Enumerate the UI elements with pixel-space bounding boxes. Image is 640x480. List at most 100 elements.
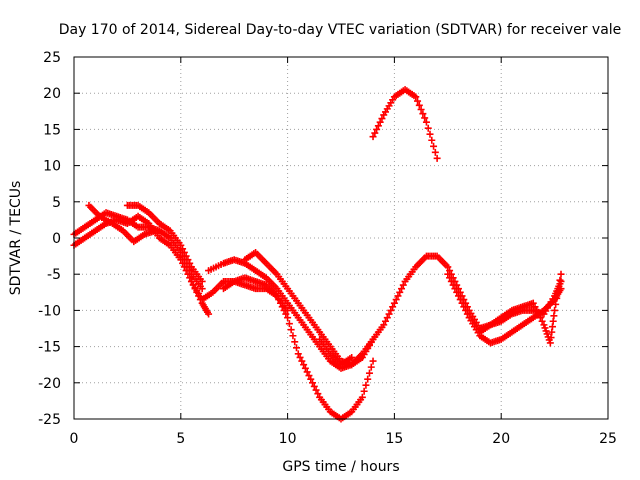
data-point-marker (412, 93, 420, 101)
data-point-marker (462, 306, 470, 314)
data-point-marker (421, 114, 429, 122)
data-point-marker (180, 248, 188, 256)
x-axis-label: GPS time / hours (282, 459, 399, 475)
data-point-marker (364, 375, 372, 383)
data-point-marker (396, 288, 404, 296)
tick-layer: 0 5 10 15 20 25 -25 -20 -15 -10 -5 0 5 10 15 20 25 (38, 50, 617, 447)
data-series (85, 201, 159, 246)
data-point-marker (362, 381, 370, 389)
data-point-marker (557, 270, 565, 278)
data-point-marker (376, 118, 384, 126)
data-point-marker (424, 124, 432, 132)
data-point-marker (387, 306, 395, 314)
data-point-marker (451, 285, 459, 293)
data-point-marker (552, 300, 560, 308)
data-point-marker (454, 292, 462, 300)
data-point-marker (287, 326, 295, 334)
y-tick-label: -5 (47, 267, 61, 283)
data-point-marker (556, 276, 564, 284)
data-point-marker (300, 361, 308, 369)
data-point-marker (428, 136, 436, 144)
data-point-marker (182, 252, 190, 260)
data-point-marker (426, 130, 434, 138)
y-tick-label: 10 (43, 159, 61, 175)
data-point-marker (383, 314, 391, 322)
data-point-marker (374, 122, 382, 130)
data-point-marker (417, 105, 425, 113)
y-axis-label: SDTVAR / TECUs (8, 181, 24, 296)
data-point-marker (312, 386, 320, 394)
y-tick-label: -15 (38, 340, 61, 356)
data-point-marker (447, 277, 455, 285)
data-point-marker (275, 296, 283, 304)
data-series (123, 201, 206, 285)
y-tick-label: -10 (38, 303, 61, 319)
data-point-marker (305, 372, 313, 380)
x-tick-label: 0 (70, 431, 79, 447)
data-point-marker (289, 332, 297, 340)
data-point-marker (205, 310, 213, 318)
data-point-marker (186, 259, 194, 267)
y-tick-label: 0 (52, 231, 61, 247)
y-tick-label: 20 (43, 86, 61, 102)
data-point-marker (398, 285, 406, 293)
x-tick-label: 5 (176, 431, 185, 447)
data-point-marker (415, 101, 423, 109)
data-point-marker (280, 306, 288, 314)
data-point-marker (538, 317, 546, 325)
data-point-marker (184, 256, 192, 264)
data-point-marker (369, 133, 377, 141)
data-point-marker (431, 148, 439, 156)
data-point-marker (458, 299, 466, 307)
x-tick-label: 15 (385, 431, 403, 447)
data-point-marker (360, 387, 368, 395)
data-point-marker (186, 267, 194, 275)
data-point-marker (551, 306, 559, 314)
data-point-marker (373, 125, 381, 133)
data-point-marker (198, 277, 206, 285)
data-point-marker (555, 282, 563, 290)
data-point-marker (276, 299, 284, 307)
data-point-marker (533, 306, 541, 314)
data-point-marker (446, 274, 454, 282)
data-point-marker (378, 115, 386, 123)
data-series (369, 86, 441, 162)
data-point-marker (414, 97, 422, 105)
data-point-marker (529, 299, 537, 307)
y-tick-label: 15 (43, 122, 61, 138)
data-point-marker (177, 241, 185, 249)
data-point-marker (282, 310, 290, 318)
data-point-marker (294, 350, 302, 358)
data-point-marker (309, 379, 317, 387)
x-tick-label: 20 (492, 431, 510, 447)
data-point-marker (291, 338, 299, 346)
y-tick-label: -20 (38, 376, 61, 392)
data-point-marker (273, 292, 281, 300)
data-point-marker (296, 353, 304, 361)
data-point-marker (463, 310, 471, 318)
chart-title: Day 170 of 2014, Sidereal Day-to-day VTE… (59, 22, 622, 38)
data-point-marker (446, 267, 454, 275)
data-point-marker (390, 299, 398, 307)
data-point-marker (444, 270, 452, 278)
data-point-marker (371, 129, 379, 137)
data-point-marker (348, 353, 356, 361)
data-point-marker (557, 277, 565, 285)
data-point-marker (314, 390, 322, 398)
data-point-marker (303, 368, 311, 376)
data-point-marker (382, 317, 389, 325)
data-point-marker (389, 303, 397, 311)
data-point-marker (369, 357, 377, 365)
data-point-marker (460, 303, 468, 311)
data-point-marker (307, 375, 315, 383)
x-tick-label: 25 (599, 431, 617, 447)
data-point-marker (380, 321, 388, 329)
data-point-marker (453, 288, 461, 296)
data-point-marker (456, 296, 464, 304)
data-point-marker (365, 369, 373, 377)
data-point-marker (179, 245, 187, 253)
data-point-marker (444, 263, 452, 271)
data-point-marker (419, 110, 427, 118)
data-point-marker (358, 393, 366, 401)
